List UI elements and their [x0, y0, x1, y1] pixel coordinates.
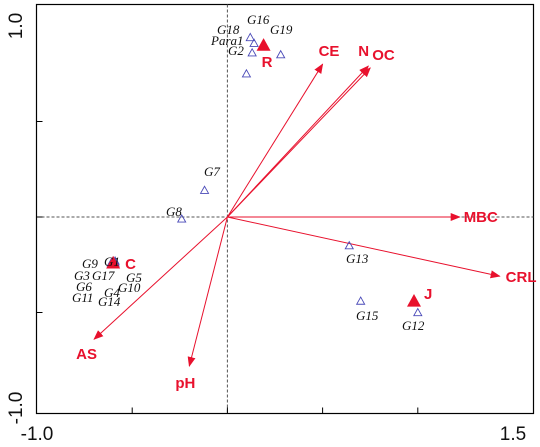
- group-label-g6: G6: [76, 279, 92, 294]
- group-marker-g18: [249, 38, 259, 47]
- group-label-g12: G12: [402, 318, 425, 333]
- group-marker-g7: [199, 185, 210, 194]
- group-marker-g12: [413, 307, 423, 317]
- group-marker-g13: [344, 240, 355, 250]
- group-label-g18: G18: [217, 22, 240, 37]
- group-label-g3: G3: [74, 268, 90, 283]
- group-label-g16: G16: [247, 12, 270, 27]
- centroid-marker-c: [106, 255, 121, 269]
- vector-label-oc: OC: [372, 47, 395, 64]
- group-label-g14: G14: [98, 294, 121, 309]
- vector-oc: [227, 67, 371, 218]
- group-label-g7: G7: [204, 164, 220, 179]
- group-label-g4: G4: [104, 285, 120, 300]
- group-marker-g2: [241, 68, 252, 78]
- group-label-g19: G19: [270, 22, 293, 37]
- centroid-label-c: C: [125, 256, 136, 273]
- x-tick-label: -1.0: [21, 424, 54, 445]
- group-label-g1: G1: [104, 254, 120, 269]
- vector-label-as: AS: [76, 346, 97, 363]
- centroid-label-r: R: [262, 54, 273, 71]
- group-marker-g15: [355, 296, 366, 305]
- group-label-g10: G10: [118, 280, 141, 295]
- group-marker-g16: [245, 32, 256, 42]
- group-label-g2: G2: [228, 43, 244, 58]
- vector-label-ph: pH: [175, 375, 195, 392]
- vector-as: [93, 216, 228, 340]
- centroid-label-j: J: [424, 286, 432, 303]
- y-tick-label: 1.0: [6, 13, 27, 39]
- group-marker-g8: [176, 213, 187, 223]
- vector-ph: [187, 216, 228, 367]
- vector-crl: [227, 216, 501, 279]
- vector-label-ce: CE: [319, 43, 340, 60]
- vector-label-crl: CRL: [506, 269, 537, 286]
- group-label-g17: G17: [92, 268, 115, 283]
- vector-label-n: N: [358, 43, 369, 60]
- group-label-g8: G8: [166, 204, 182, 219]
- group-label-g11: G11: [72, 290, 93, 305]
- x-tick-label: 1.5: [500, 424, 526, 445]
- plot-frame: [35, 3, 535, 415]
- vector-label-mbc: MBC: [464, 209, 498, 226]
- vector-ce: [226, 63, 324, 218]
- centroid-marker-j: [406, 294, 421, 307]
- group-marker-g19: [275, 49, 286, 59]
- centroid-marker-r: [256, 38, 271, 51]
- group-label-g9: G9: [82, 256, 98, 271]
- group-label-g5: G5: [126, 270, 142, 285]
- y-tick-label: -1.0: [6, 392, 27, 425]
- group-marker-para1: [247, 47, 257, 57]
- group-label-para1: Para1: [210, 33, 244, 48]
- group-label-g13: G13: [346, 251, 369, 266]
- group-label-g15: G15: [356, 308, 379, 323]
